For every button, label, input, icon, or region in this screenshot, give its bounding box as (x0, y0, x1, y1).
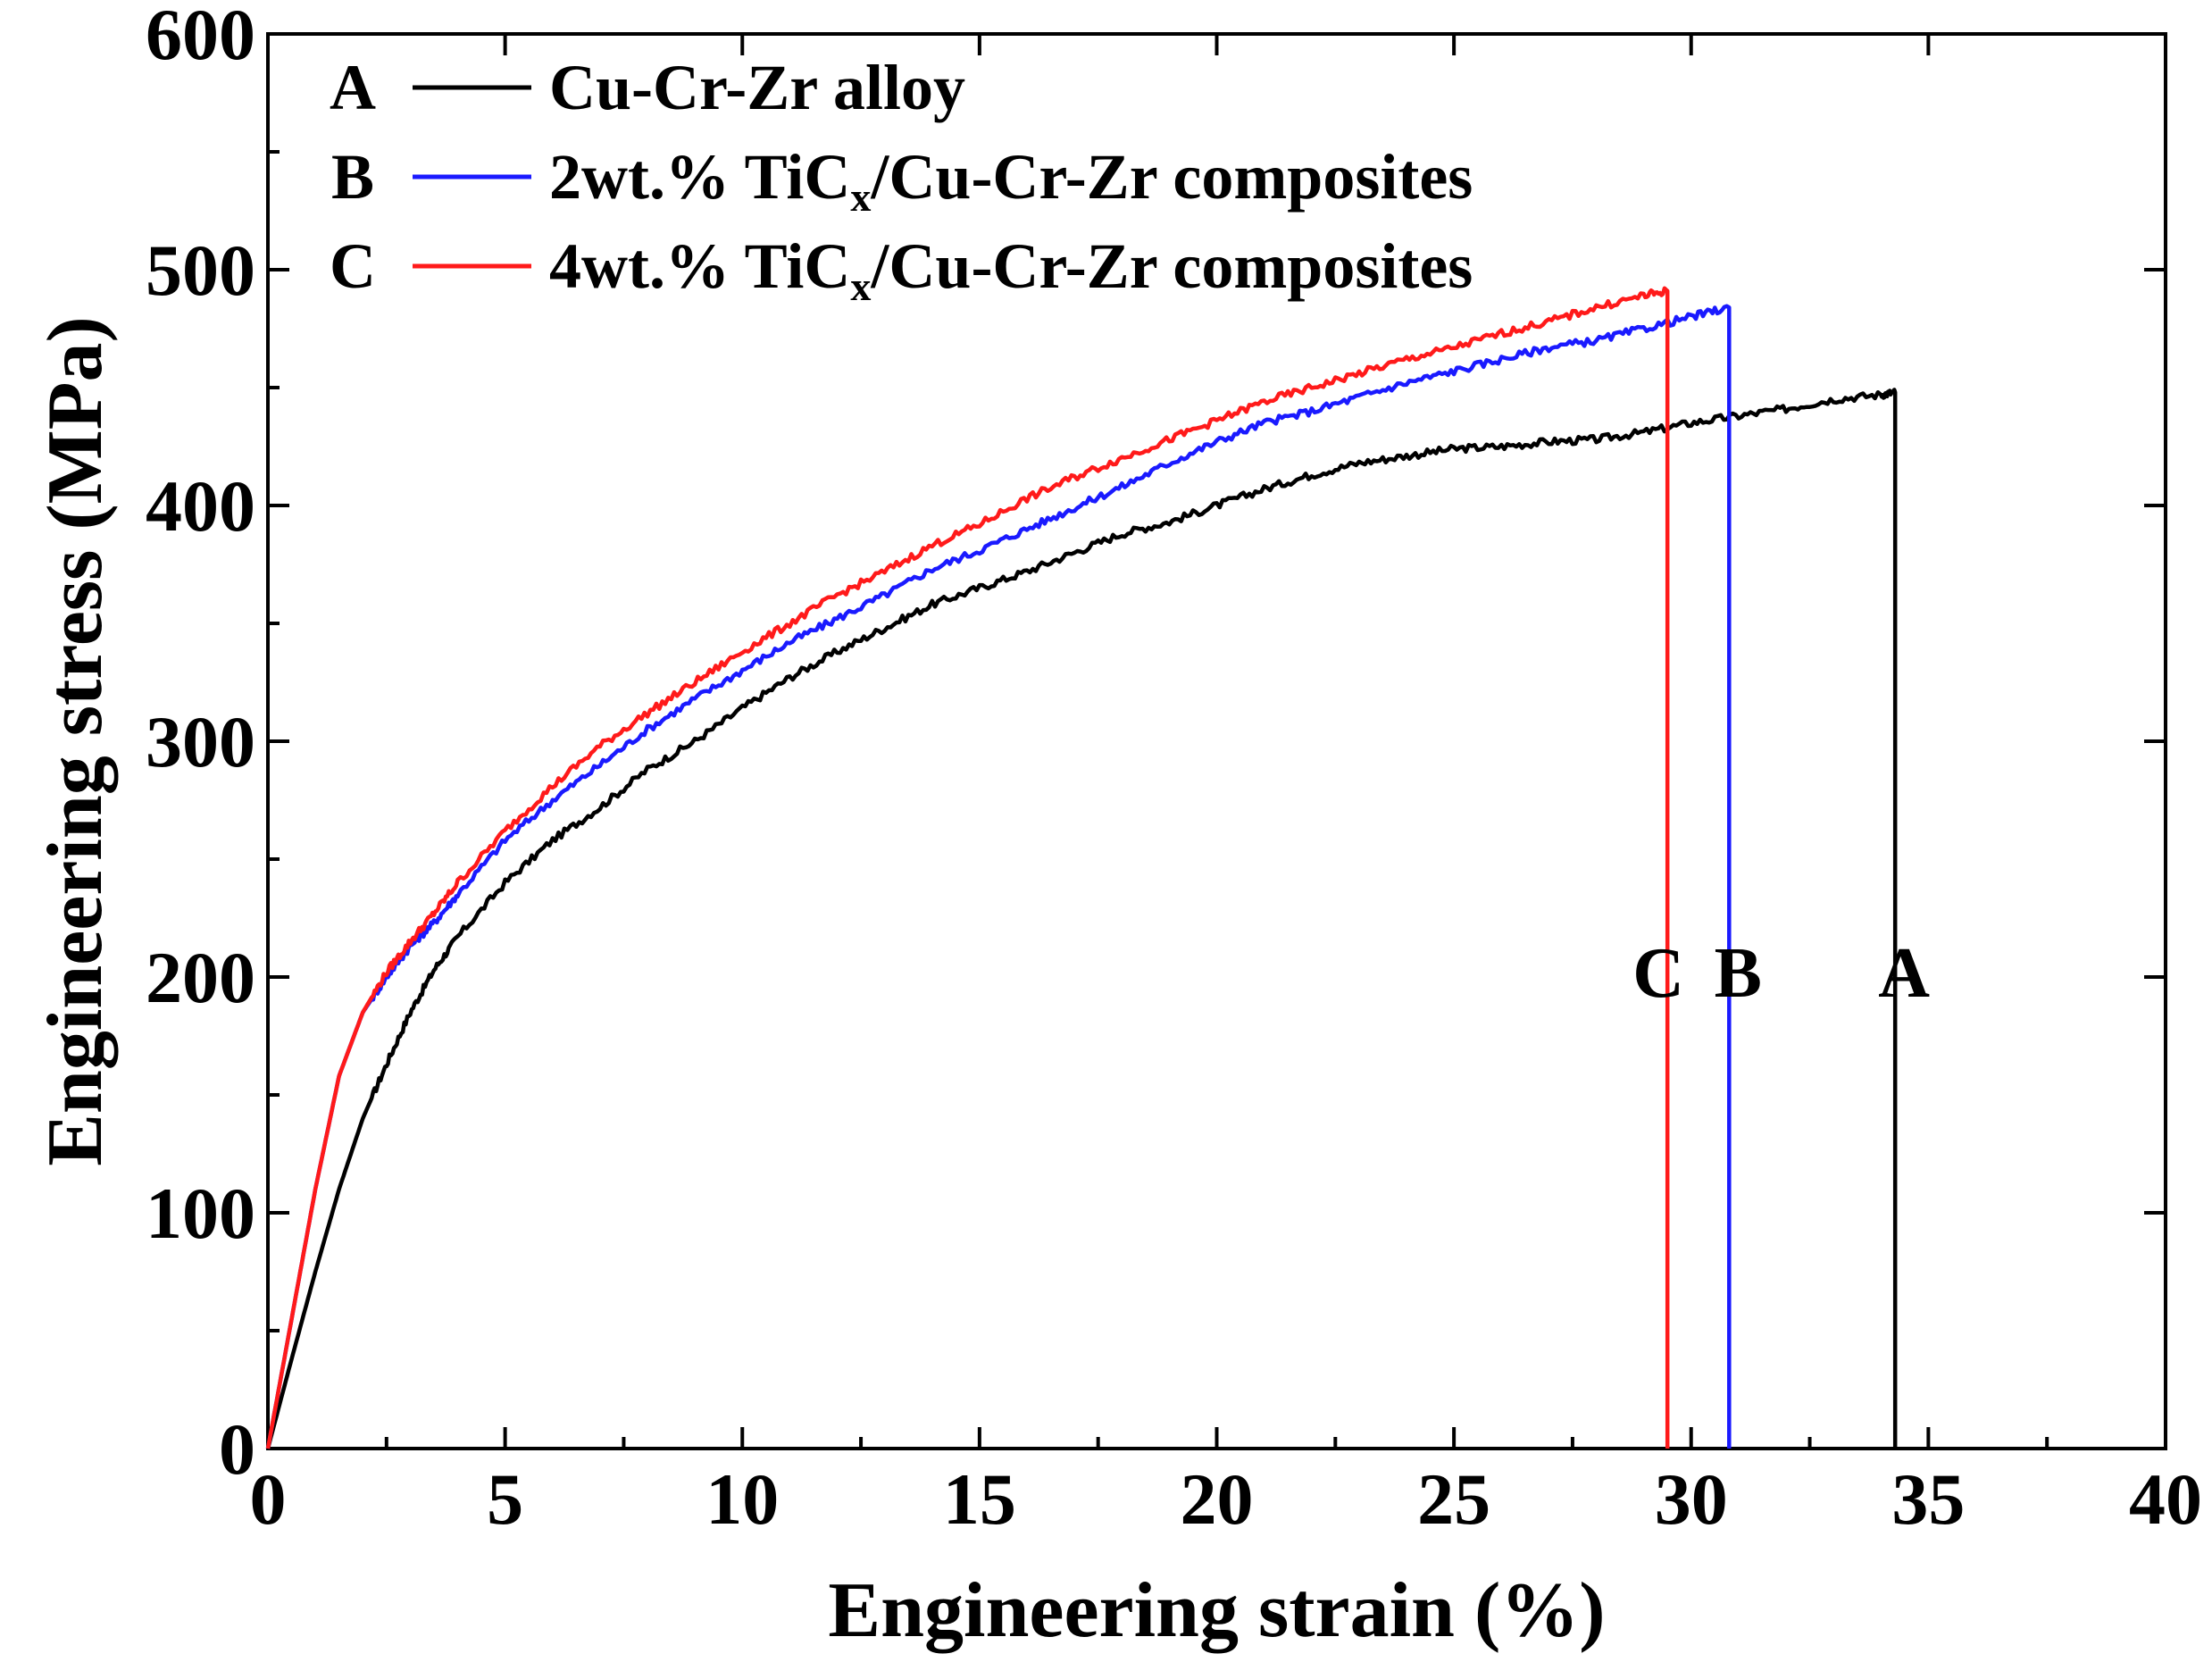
x-axis-ticks: 0 5 10 15 20 25 30 35 40 (250, 34, 2202, 1540)
series-line-B (265, 304, 1732, 1449)
legend-label-B: 2wt.% TiCx/Cu-Cr-Zr composites (549, 141, 1473, 220)
fracture-label-C: C (1632, 934, 1684, 1013)
y-tick-label: 500 (146, 230, 255, 311)
y-tick-label: 100 (146, 1173, 255, 1254)
fracture-label-B: B (1715, 934, 1762, 1013)
y-axis-title: Engineering stress (MPa) (32, 316, 119, 1166)
y-tick-label: 300 (146, 701, 255, 782)
fracture-label-A: A (1878, 934, 1930, 1013)
x-axis-title: Engineering strain (%) (828, 1567, 1605, 1654)
series-layer (265, 286, 1898, 1449)
x-tick-label: 35 (1891, 1458, 1965, 1540)
legend-label-A: Cu-Cr-Zr alloy (549, 52, 965, 123)
legend-label-main: 4wt.% TiC (549, 230, 850, 302)
y-tick-label: 600 (146, 0, 255, 75)
series-line-C (265, 286, 1670, 1449)
legend-label-C: 4wt.% TiCx/Cu-Cr-Zr composites (549, 230, 1473, 309)
legend-key-C: C (330, 230, 376, 302)
x-tick-label: 10 (705, 1458, 779, 1540)
x-tick-label: 0 (250, 1458, 287, 1540)
y-tick-label: 400 (146, 465, 255, 547)
legend-label-subscript: x (850, 263, 871, 309)
legend-key-A: A (330, 52, 376, 123)
legend-label-tail: /Cu-Cr-Zr composites (870, 141, 1473, 213)
legend-label-tail: /Cu-Cr-Zr composites (870, 230, 1473, 302)
x-tick-label: 30 (1655, 1458, 1728, 1540)
series-line-A (265, 388, 1898, 1449)
x-tick-label: 5 (487, 1458, 523, 1540)
y-axis-ticks: 0 100 200 300 400 500 600 (146, 0, 2166, 1490)
x-tick-label: 15 (943, 1458, 1016, 1540)
x-tick-label: 20 (1181, 1458, 1254, 1540)
x-tick-label: 25 (1417, 1458, 1490, 1540)
x-tick-label: 40 (2129, 1458, 2202, 1540)
legend-label-main: 2wt.% TiC (549, 141, 850, 213)
y-tick-label: 0 (219, 1408, 255, 1490)
y-tick-label: 200 (146, 937, 255, 1018)
legend-label-main: Cu-Cr-Zr alloy (549, 52, 965, 123)
legend-key-B: B (331, 141, 374, 213)
legend-label-subscript: x (850, 174, 871, 220)
